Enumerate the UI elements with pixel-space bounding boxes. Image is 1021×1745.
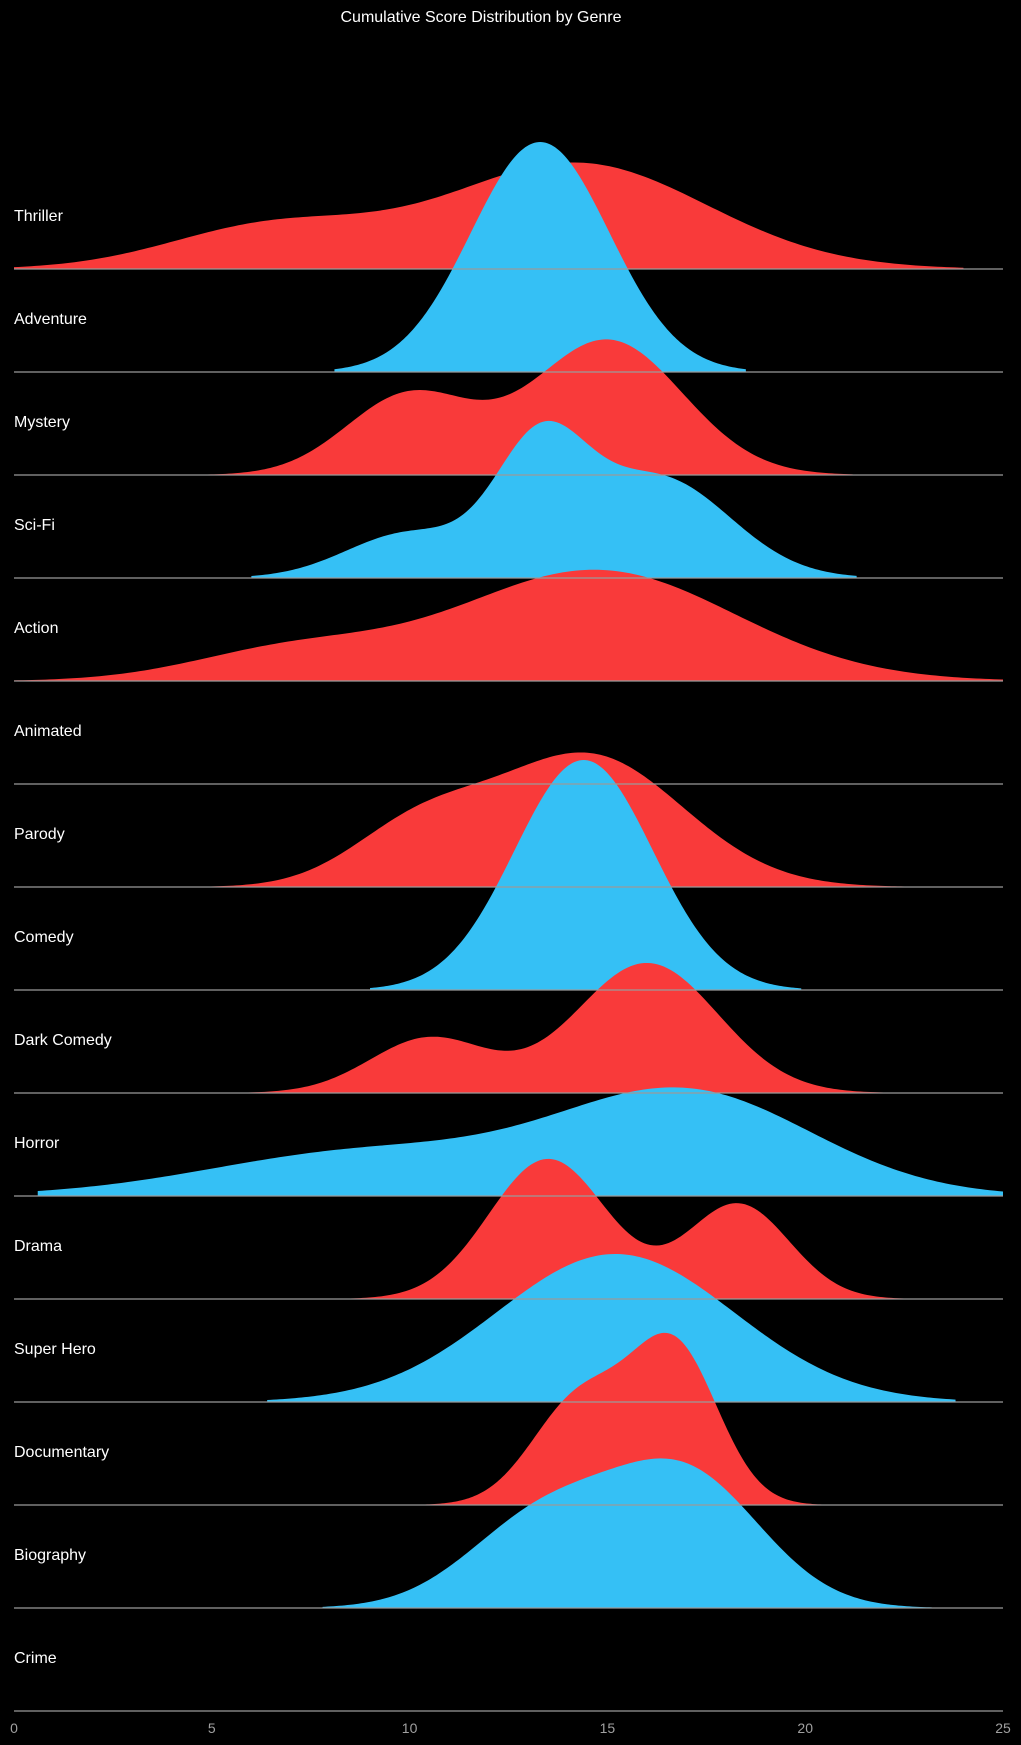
ridge-baselines	[14, 268, 1003, 1712]
genre-label-adventure: Adventure	[14, 311, 87, 328]
ridge-area-documentary	[421, 1332, 837, 1505]
genre-label-documentary: Documentary	[14, 1444, 109, 1461]
genre-label-sci-fi: Sci-Fi	[14, 517, 55, 534]
ridge-area-super-hero	[267, 1254, 956, 1402]
genre-label-dark-comedy: Dark Comedy	[14, 1032, 112, 1049]
genre-label-super-hero: Super Hero	[14, 1341, 96, 1358]
x-tick-label: 20	[797, 1720, 813, 1736]
ridge-area-dark-comedy	[231, 962, 964, 1093]
x-axis-tick-labels: 0 5 10 15 20 25	[10, 1720, 1011, 1736]
genre-label-action: Action	[14, 620, 58, 637]
ridge-area-action	[14, 569, 1003, 681]
x-tick-label: 25	[995, 1720, 1011, 1736]
genre-label-mystery: Mystery	[14, 414, 70, 431]
genre-label-comedy: Comedy	[14, 929, 74, 946]
ridge-area-mystery	[195, 339, 853, 475]
genre-label-biography: Biography	[14, 1547, 86, 1564]
genre-label-horror: Horror	[14, 1135, 60, 1152]
x-tick-label: 5	[208, 1720, 216, 1736]
genre-labels: Thriller Adventure Mystery Sci-Fi Action Anim…	[14, 208, 112, 1667]
genre-label-drama: Drama	[14, 1238, 62, 1255]
ridge-area-sci-fi	[251, 420, 857, 578]
ridge-area-biography	[322, 1458, 932, 1608]
ridge-areas	[14, 142, 1004, 1608]
x-tick-label: 10	[402, 1720, 418, 1736]
genre-label-thriller: Thriller	[14, 208, 64, 225]
ridge-area-horror	[37, 1087, 1004, 1196]
chart-title: Cumulative Score Distribution by Genre	[340, 9, 621, 26]
genre-label-animated: Animated	[14, 723, 82, 740]
genre-label-crime: Crime	[14, 1650, 57, 1667]
ridge-area-comedy	[370, 760, 802, 990]
x-tick-label: 0	[10, 1720, 18, 1736]
x-tick-label: 15	[600, 1720, 616, 1736]
genre-label-parody: Parody	[14, 826, 65, 843]
ridge-area-drama	[271, 1158, 944, 1299]
ridge-area-adventure	[334, 142, 746, 372]
